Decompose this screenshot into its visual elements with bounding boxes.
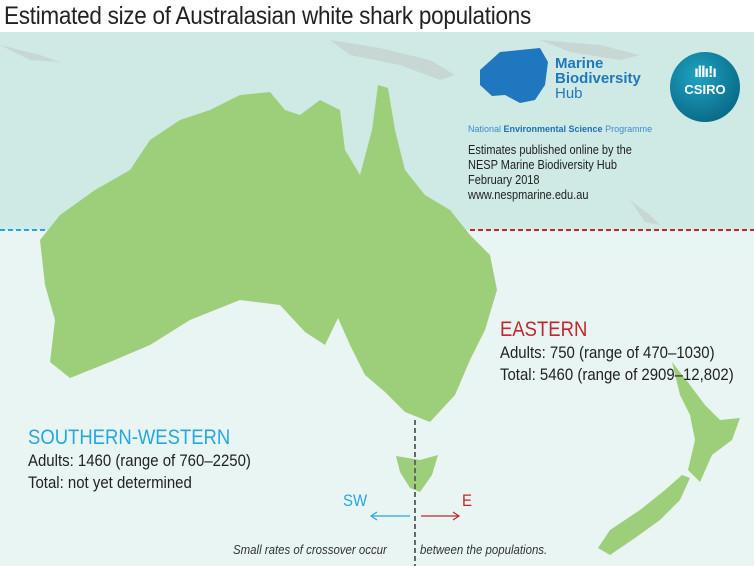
sw-arrowhead-icon — [369, 511, 378, 521]
logo-line: Marine — [555, 55, 604, 72]
publication-info: Estimates published online by the NESP M… — [468, 143, 632, 203]
sw-adults: Adults: 1460 (range of 760–2250) — [28, 451, 251, 470]
sw-total: Total: not yet determined — [28, 473, 192, 492]
tasmania — [396, 455, 438, 492]
marine-hub-logo-icon — [480, 48, 548, 103]
csiro-logo: ıllı!ı CSIRO — [670, 52, 740, 122]
csiro-bars-icon: ıllı!ı — [694, 64, 717, 81]
southern-western-info: SOUTHERN-WESTERN Adults: 1460 (range of … — [28, 426, 251, 494]
eastern-adults: Adults: 750 (range of 470–1030) — [500, 343, 715, 362]
eastern-heading: EASTERN — [500, 318, 588, 341]
e-arrowhead-icon — [452, 511, 461, 521]
nesp-label: National Environmental Science Programme — [468, 124, 652, 134]
logo-line: Hub — [555, 85, 583, 102]
pub-url: www.nespmarine.edu.au — [468, 188, 589, 202]
e-arrow-label: E — [462, 491, 472, 510]
new-zealand-north-island — [672, 362, 740, 482]
footnote-left: Small rates of crossover occur — [233, 542, 387, 557]
csiro-text: CSIRO — [684, 82, 726, 97]
sw-arrow-label: SW — [343, 491, 368, 510]
nesp-pre: National — [468, 124, 504, 134]
map — [0, 32, 754, 566]
nesp-bold: Environmental Science — [503, 124, 603, 134]
islands-north — [0, 40, 660, 225]
page-title: Estimated size of Australasian white sha… — [4, 2, 531, 30]
marine-hub-logo: Marine Biodiversity Hub — [555, 56, 641, 101]
nesp-post: Programme — [602, 124, 653, 134]
eastern-total: Total: 5460 (range of 2909–12,802) — [500, 365, 734, 384]
sw-heading: SOUTHERN-WESTERN — [28, 426, 231, 449]
eastern-info: EASTERN Adults: 750 (range of 470–1030) … — [500, 318, 734, 386]
pub-line: February 2018 — [468, 173, 540, 187]
logo-line: Biodiversity — [555, 70, 641, 87]
pub-line: NESP Marine Biodiversity Hub — [468, 158, 617, 172]
australia-landmass — [40, 85, 497, 422]
footnote-right: between the populations. — [420, 542, 548, 557]
pub-line: Estimates published online by the — [468, 143, 632, 157]
new-zealand-south-island — [598, 475, 690, 555]
